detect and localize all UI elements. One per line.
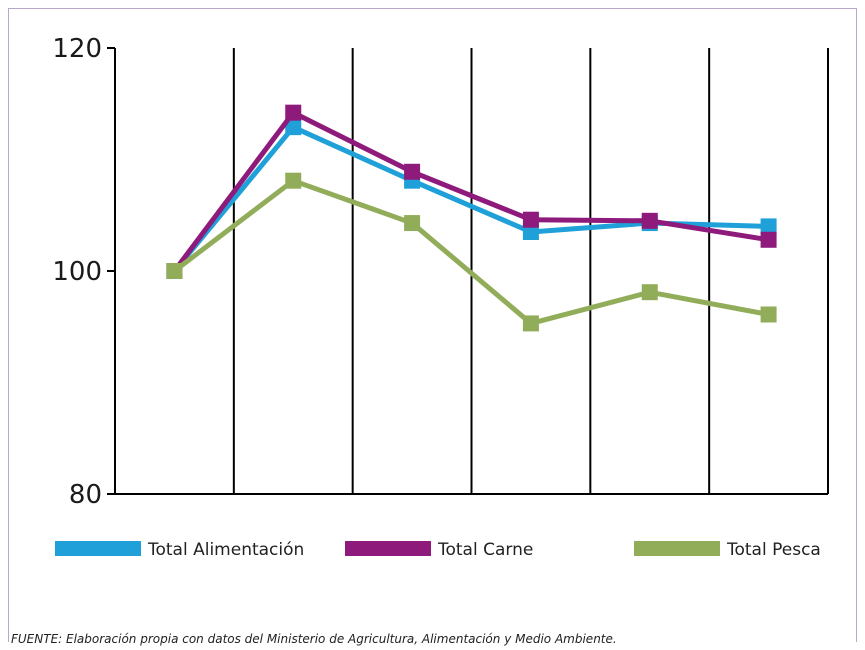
legend-swatch	[634, 541, 720, 556]
series-point	[166, 263, 183, 279]
series-point	[285, 104, 302, 121]
series-point	[285, 119, 302, 136]
series-point	[760, 231, 777, 248]
legend-swatch	[345, 541, 431, 556]
y-tick-label: 100	[52, 257, 102, 287]
chart-frame	[8, 8, 857, 642]
series-point	[522, 223, 539, 240]
series-point	[760, 306, 777, 323]
y-tick-label: 80	[69, 480, 102, 510]
legend-label: Total Pesca	[726, 540, 821, 560]
series-point	[404, 163, 421, 180]
grid-lines	[232, 48, 829, 494]
legend-swatch	[55, 541, 141, 556]
series-2	[166, 172, 777, 332]
series-point	[641, 212, 658, 229]
series-point	[285, 172, 302, 189]
series-point	[760, 218, 777, 235]
series-line	[172, 178, 770, 326]
legend-label: Total Alimentación	[147, 540, 304, 560]
legend-label: Total Carne	[437, 540, 533, 560]
y-tick-label: 120	[52, 34, 102, 64]
source-note: FUENTE: Elaboración propia con datos del…	[11, 632, 617, 646]
legend: Total Alimentación Total Carne Total Pesca	[55, 540, 821, 560]
y-tick-labels: 80 100 120	[52, 34, 115, 510]
series-point	[404, 215, 421, 232]
series-point	[522, 315, 539, 332]
series-point	[641, 284, 658, 301]
series-point	[522, 211, 539, 228]
series-lines	[166, 104, 777, 332]
series-line	[172, 110, 769, 273]
series-1	[166, 104, 777, 279]
